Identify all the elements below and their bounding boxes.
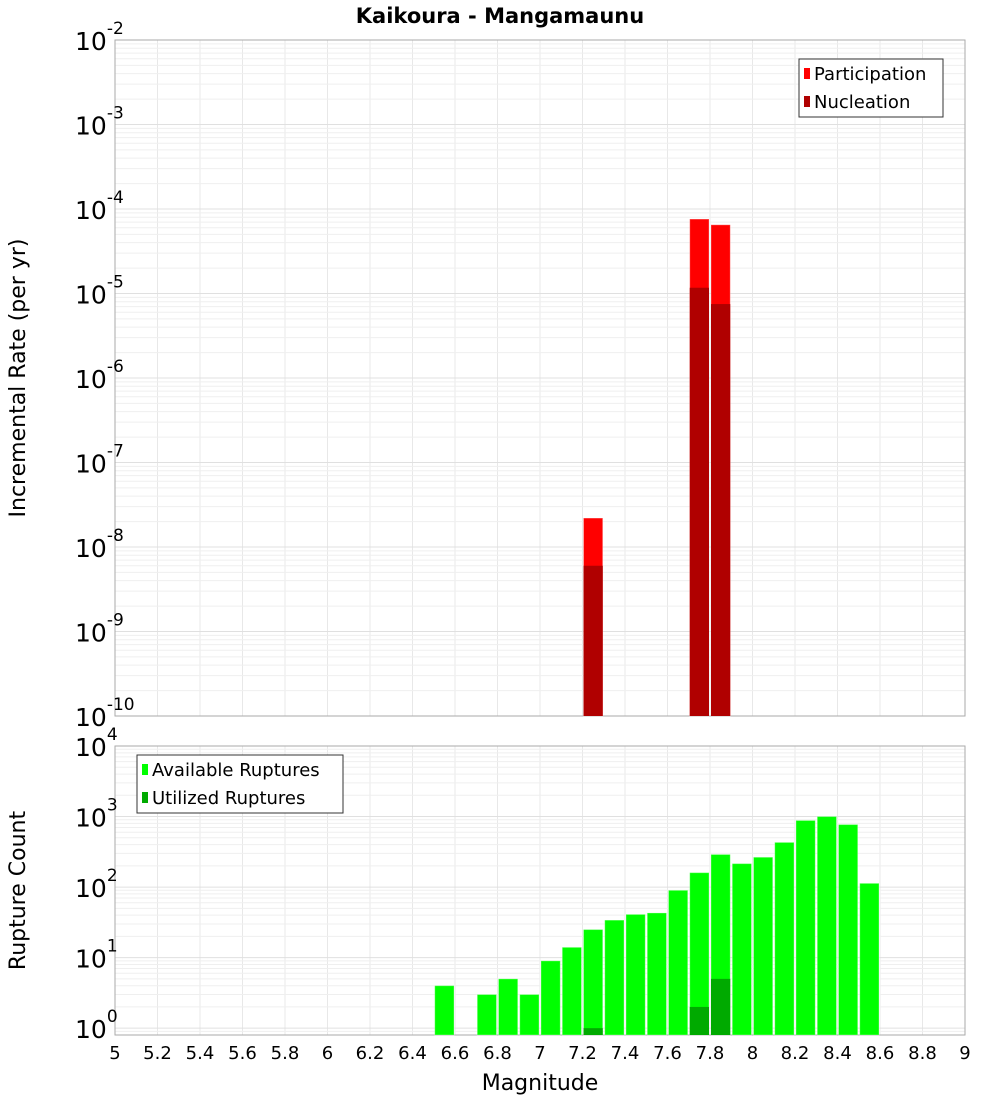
y-tick-label: 10-2 — [75, 19, 124, 56]
y-tick-label: 10-9 — [75, 611, 124, 648]
x-tick-label: 8.2 — [781, 1043, 810, 1064]
legend-swatch — [804, 96, 810, 107]
legend-label: Nucleation — [814, 92, 910, 113]
legend-label: Utilized Ruptures — [152, 788, 305, 809]
bar-available-ruptures — [498, 978, 519, 1036]
bar-available-ruptures — [859, 882, 880, 1036]
x-tick-label: 8.8 — [908, 1043, 937, 1064]
panel-0: 10-10 10-9 10-8 10-7 10-6 10-5 10-4 10-3 10-2 Par… — [6, 19, 966, 732]
bar-available-ruptures — [604, 919, 625, 1036]
x-tick-label: 9 — [959, 1043, 970, 1064]
legend: Available Ruptures Utilized Ruptures — [136, 754, 344, 814]
x-tick-label: 5.4 — [186, 1043, 215, 1064]
y-axis-label: Rupture Count — [6, 811, 31, 971]
plot-frame — [114, 745, 966, 1036]
legend-box — [798, 58, 944, 118]
x-tick-label: 7.8 — [696, 1043, 725, 1064]
x-tick-label: 5.6 — [228, 1043, 257, 1064]
chart-title: Kaikoura - Mangamaunu — [356, 4, 644, 28]
bar-utilized-ruptures — [689, 1006, 709, 1035]
x-tick-label: 7.6 — [653, 1043, 682, 1064]
bar-available-ruptures — [838, 824, 859, 1036]
y-tick-label: 10-10 — [75, 695, 135, 732]
bar-available-ruptures — [816, 816, 837, 1036]
bar-nucleation — [583, 565, 603, 716]
x-tick-label: 8.6 — [866, 1043, 895, 1064]
bar-available-ruptures — [625, 913, 646, 1036]
plot-frame — [114, 39, 966, 717]
x-tick-label: 6.6 — [441, 1043, 470, 1064]
legend-box — [136, 754, 344, 814]
bar-utilized-ruptures — [583, 1028, 603, 1035]
bar-available-ruptures — [646, 912, 667, 1036]
y-tick-label: 102 — [75, 866, 118, 903]
x-tick-label: 6.4 — [398, 1043, 427, 1064]
y-tick-label: 10-3 — [75, 104, 124, 141]
bar-available-ruptures — [434, 985, 455, 1036]
y-tick-label: 10-4 — [75, 188, 124, 225]
bar-available-ruptures — [753, 856, 774, 1036]
bar-available-ruptures — [668, 889, 689, 1036]
bar-available-ruptures — [561, 946, 582, 1036]
bar-available-ruptures — [540, 960, 561, 1036]
y-tick-label: 100 — [75, 1007, 118, 1044]
legend-swatch — [142, 792, 148, 803]
legend-swatch — [804, 68, 810, 79]
y-tick-label: 10-8 — [75, 526, 124, 563]
bar-available-ruptures — [583, 929, 604, 1036]
bar-available-ruptures — [774, 841, 795, 1036]
x-tick-label: 6.8 — [483, 1043, 512, 1064]
bar-utilized-ruptures — [711, 978, 731, 1035]
legend-label: Available Ruptures — [152, 760, 320, 781]
bar-available-ruptures — [476, 994, 497, 1036]
bar-available-ruptures — [795, 819, 816, 1036]
legend-label: Participation — [814, 64, 926, 85]
x-tick-label: 7.2 — [568, 1043, 597, 1064]
y-tick-label: 10-7 — [75, 442, 124, 479]
bar-nucleation — [711, 304, 731, 716]
panel-1: 100 101 102 103 104 Available Ruptures Utilize… — [6, 725, 966, 1044]
x-tick-label: 5.2 — [143, 1043, 172, 1064]
x-tick-label: 7.4 — [611, 1043, 640, 1064]
y-tick-label: 103 — [75, 796, 118, 833]
y-tick-label: 10-6 — [75, 357, 124, 394]
x-tick-label: 7 — [534, 1043, 545, 1064]
x-tick-label: 5.8 — [271, 1043, 300, 1064]
x-tick-label: 8 — [747, 1043, 758, 1064]
y-tick-label: 10-5 — [75, 273, 124, 310]
x-tick-label: 8.4 — [823, 1043, 852, 1064]
x-tick-label: 6 — [322, 1043, 333, 1064]
y-tick-label: 101 — [75, 937, 118, 974]
legend: Participation Nucleation — [798, 58, 944, 118]
x-tick-label: 6.2 — [356, 1043, 385, 1064]
x-tick-label: 5 — [109, 1043, 120, 1064]
bar-nucleation — [689, 287, 709, 716]
bar-available-ruptures — [731, 863, 752, 1036]
bar-available-ruptures — [519, 994, 540, 1036]
x-axis-label: Magnitude — [482, 1071, 599, 1096]
legend-swatch — [142, 764, 148, 775]
y-tick-label: 104 — [75, 725, 118, 762]
y-axis-label: Incremental Rate (per yr) — [6, 239, 31, 518]
